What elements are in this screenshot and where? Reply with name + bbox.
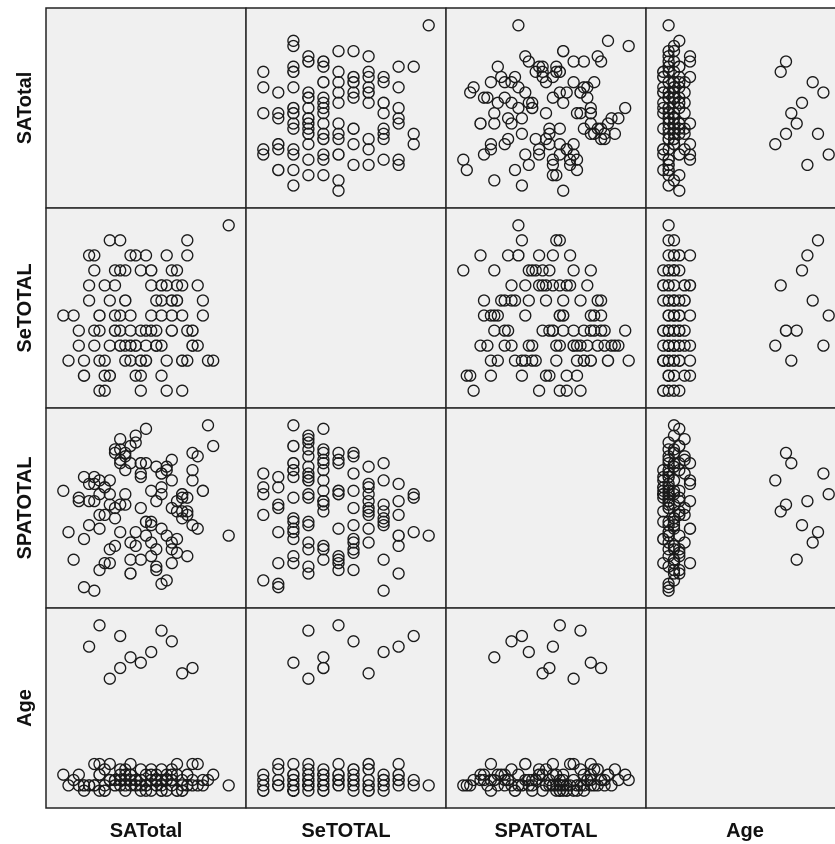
y-axis-label-2: SeTOTAL — [14, 263, 36, 352]
x-axis-label-2: SeTOTAL — [301, 820, 390, 842]
x-axis-label-1: SATotal — [110, 820, 183, 842]
cell-Age-vs-Age — [646, 608, 835, 808]
cell-Age-vs-SeTOTAL — [246, 608, 446, 808]
matrix-cells — [46, 8, 835, 808]
cell-SATotal-vs-SATotal — [46, 8, 246, 208]
y-axis-label-1: SATotal — [14, 72, 36, 145]
cell-SeTOTAL-vs-Age — [646, 208, 835, 408]
x-axis-label-4: Age — [726, 820, 764, 842]
x-axis-label-3: SPATOTAL — [495, 820, 598, 842]
y-axis-label-3: SPATOTAL — [14, 457, 36, 560]
cell-SeTOTAL-vs-SeTOTAL — [246, 208, 446, 408]
y-axis-label-4: Age — [14, 689, 36, 727]
cell-SPATOTAL-vs-SeTOTAL — [246, 408, 446, 608]
cell-SeTOTAL-vs-SPATOTAL — [446, 208, 646, 408]
cell-SPATOTAL-vs-SPATOTAL — [446, 408, 646, 608]
